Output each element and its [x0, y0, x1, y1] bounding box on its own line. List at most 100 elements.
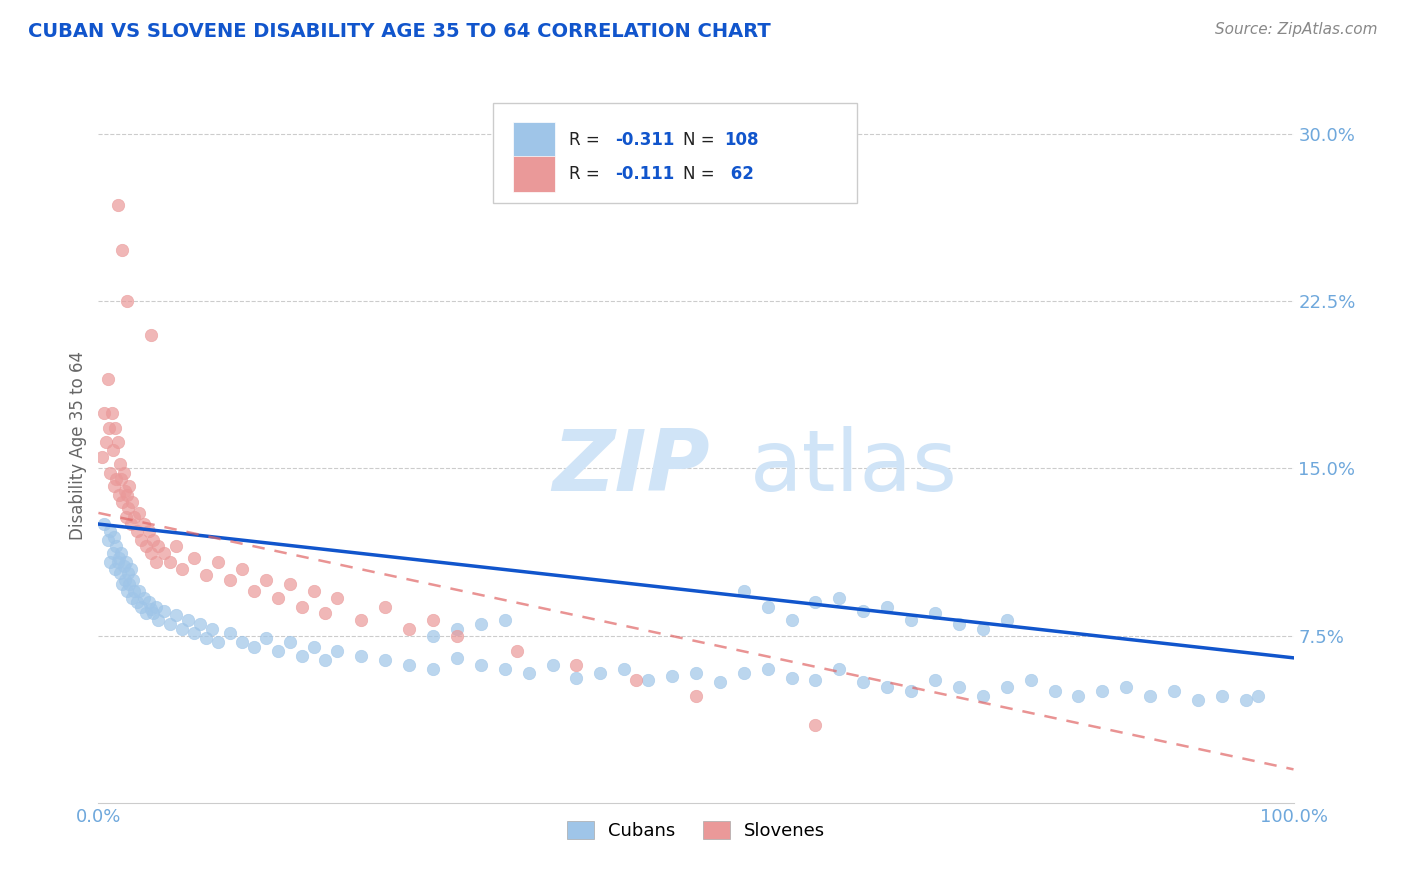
Point — [108, 566, 131, 581]
Point — [117, 501, 139, 516]
Point — [115, 510, 138, 524]
Point — [97, 372, 120, 386]
Point — [107, 550, 129, 565]
Text: -0.311: -0.311 — [614, 130, 673, 148]
Point — [148, 613, 170, 627]
Point — [128, 583, 150, 598]
Point — [948, 680, 970, 694]
Point — [291, 599, 314, 614]
Point — [756, 599, 779, 614]
Point — [107, 488, 129, 502]
Point — [924, 673, 946, 687]
Point — [267, 591, 290, 605]
Point — [302, 640, 325, 654]
Point — [626, 673, 648, 687]
Y-axis label: Disability Age 35 to 64: Disability Age 35 to 64 — [69, 351, 87, 541]
Point — [114, 483, 136, 498]
Point — [107, 198, 129, 212]
Point — [972, 689, 994, 703]
Point — [159, 555, 181, 569]
Point — [374, 653, 396, 667]
Point — [517, 666, 540, 681]
Point — [315, 653, 337, 667]
Point — [470, 617, 492, 632]
Point — [541, 657, 564, 672]
Point — [661, 669, 683, 683]
Point — [153, 546, 176, 560]
Point — [219, 626, 242, 640]
Point — [506, 644, 529, 658]
Point — [139, 602, 162, 616]
Point — [1187, 693, 1209, 707]
Text: CUBAN VS SLOVENE DISABILITY AGE 35 TO 64 CORRELATION CHART: CUBAN VS SLOVENE DISABILITY AGE 35 TO 64… — [28, 22, 770, 41]
Point — [852, 675, 875, 690]
Point — [139, 546, 162, 560]
Point — [114, 573, 136, 587]
Point — [122, 573, 145, 587]
Point — [804, 717, 827, 731]
Point — [756, 662, 779, 676]
Point — [398, 622, 420, 636]
Point — [243, 583, 266, 598]
Point — [121, 494, 143, 508]
Point — [685, 666, 707, 681]
Point — [138, 524, 160, 538]
Point — [145, 599, 167, 614]
Point — [207, 555, 229, 569]
Point — [98, 421, 121, 435]
Point — [110, 473, 132, 487]
Point — [132, 591, 155, 605]
Point — [103, 530, 125, 544]
Point — [195, 568, 218, 582]
Legend: Cubans, Slovenes: Cubans, Slovenes — [560, 814, 832, 847]
Point — [98, 555, 122, 569]
Text: Source: ZipAtlas.com: Source: ZipAtlas.com — [1215, 22, 1378, 37]
Point — [201, 622, 224, 636]
Point — [108, 457, 131, 471]
Point — [494, 662, 516, 676]
Point — [172, 562, 194, 576]
Point — [117, 566, 139, 581]
Point — [302, 583, 325, 598]
Point — [828, 662, 851, 676]
Point — [231, 635, 253, 649]
Point — [565, 657, 588, 672]
Point — [326, 591, 349, 605]
Point — [254, 631, 277, 645]
Point — [97, 533, 120, 547]
Point — [1247, 689, 1270, 703]
Point — [948, 617, 970, 632]
Point — [709, 675, 731, 690]
Point — [1115, 680, 1137, 694]
Point — [350, 648, 373, 663]
Text: atlas: atlas — [749, 425, 957, 509]
Point — [876, 680, 898, 694]
Point — [422, 628, 444, 642]
Point — [112, 466, 135, 480]
Point — [135, 539, 157, 553]
Point — [93, 516, 115, 531]
Point — [1163, 684, 1185, 698]
Point — [105, 539, 128, 553]
Point — [128, 506, 150, 520]
Point — [267, 644, 290, 658]
Point — [145, 555, 167, 569]
Point — [195, 631, 218, 645]
Point — [101, 443, 124, 458]
FancyBboxPatch shape — [513, 121, 555, 157]
Point — [112, 559, 135, 574]
Text: 108: 108 — [724, 130, 759, 148]
Point — [1139, 689, 1161, 703]
Point — [589, 666, 612, 681]
Text: ZIP: ZIP — [553, 425, 710, 509]
Point — [278, 577, 301, 591]
Point — [254, 573, 277, 587]
Point — [139, 327, 162, 342]
Point — [121, 591, 143, 605]
Point — [350, 613, 373, 627]
Point — [98, 524, 122, 538]
Point — [494, 613, 516, 627]
Point — [165, 539, 187, 553]
Point — [110, 546, 132, 560]
Point — [142, 607, 165, 621]
